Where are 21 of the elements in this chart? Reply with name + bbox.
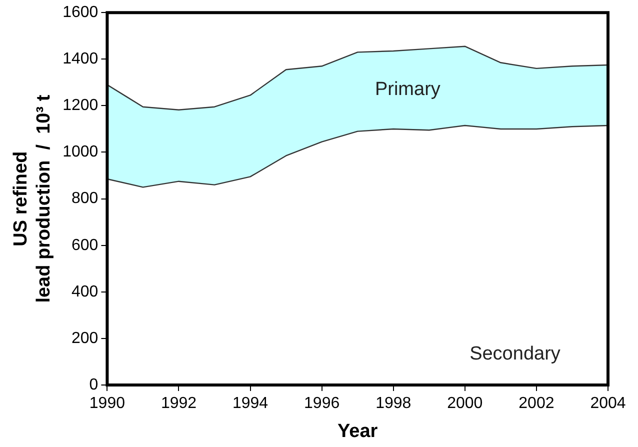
y-tick-label: 1400 — [62, 50, 98, 68]
x-tick-label: 2004 — [590, 395, 626, 412]
y-tick-label: 800 — [71, 190, 98, 208]
x-tick-label: 2002 — [518, 395, 554, 412]
x-axis-title: Year — [338, 420, 378, 442]
series-label: Secondary — [470, 344, 561, 365]
y-tick-label: 600 — [71, 236, 98, 254]
y-axis-title: US refined lead production / 10³ t — [10, 94, 54, 303]
y-tick-label: 400 — [71, 283, 98, 300]
x-tick-label: 1990 — [89, 395, 126, 412]
y-tick-label: 1000 — [62, 144, 98, 161]
x-tick-label: 1994 — [232, 395, 268, 412]
series-label: Primary — [374, 79, 441, 100]
y-tick-label: 1600 — [62, 4, 98, 22]
x-tick-label: 1998 — [376, 395, 412, 412]
y-tick-label: 0 — [89, 376, 98, 394]
y-tick-label: 1200 — [62, 97, 98, 114]
x-tick-label: 2000 — [447, 395, 483, 412]
x-tick-label: 1992 — [160, 395, 197, 412]
x-tick-label: 1996 — [304, 395, 340, 412]
y-tick-label: 200 — [71, 330, 98, 347]
